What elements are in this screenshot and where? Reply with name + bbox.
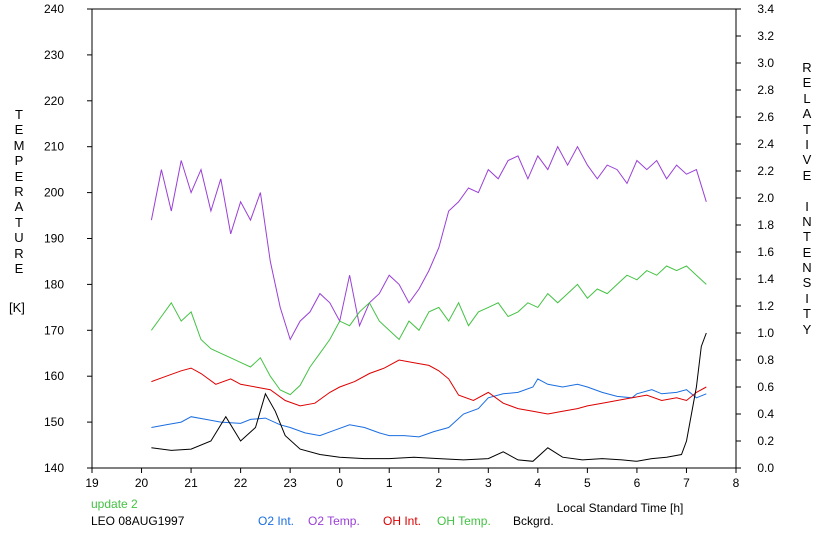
axis-label-char: E <box>14 260 24 276</box>
series-line-oh-temp <box>150 265 707 396</box>
series-line-bckgrd <box>151 332 707 462</box>
left-tick-label: 160 <box>44 369 64 383</box>
right-tick-label: 2.2 <box>757 164 774 178</box>
x-tick-label: 21 <box>184 476 198 490</box>
x-tick-label: 4 <box>535 476 542 490</box>
axis-label-char: P <box>14 153 24 169</box>
axis-label-char: N <box>802 260 812 276</box>
axis-label-char: T <box>803 229 811 245</box>
left-tick-label: 210 <box>44 140 64 154</box>
left-tick-label: 200 <box>44 186 64 200</box>
legend-item-bckgrd: Bckgrd. <box>513 514 554 528</box>
right-tick-label: 0.2 <box>757 434 774 448</box>
axis-label-char: A <box>14 199 24 215</box>
legend-item-oh-temp: OH Temp. <box>437 514 491 528</box>
x-tick-label: 5 <box>584 476 591 490</box>
right-tick-label: 1.2 <box>757 299 774 313</box>
axis-label-char: Y <box>802 321 812 337</box>
x-tick-label: 7 <box>683 476 690 490</box>
left-tick-label: 150 <box>44 415 64 429</box>
axis-label-char: A <box>802 106 812 122</box>
axis-label-char: T <box>15 214 23 230</box>
x-tick-label: 20 <box>135 476 149 490</box>
axis-label-char <box>799 183 815 198</box>
axis-label-char: E <box>802 75 812 91</box>
right-tick-label: 1.4 <box>757 272 774 286</box>
plot-frame <box>91 8 737 469</box>
axis-label-char: T <box>803 121 811 137</box>
left-tick-label: 190 <box>44 232 64 246</box>
left-tick-label: 240 <box>44 2 64 16</box>
right-tick-label: 2.6 <box>757 110 774 124</box>
x-tick-label: 8 <box>733 476 740 490</box>
x-tick-label: 6 <box>634 476 641 490</box>
right-tick-label: 3.4 <box>757 2 774 16</box>
axis-label-char: R <box>14 245 24 261</box>
left-axis-unit: [K] <box>9 300 25 315</box>
legend-item-o2-int: O2 Int. <box>258 514 294 528</box>
axis-label-char: E <box>802 244 812 260</box>
x-tick-label: 0 <box>336 476 343 490</box>
right-tick-label: 1.8 <box>757 218 774 232</box>
update-label: update 2 <box>91 497 138 511</box>
left-tick-label: 180 <box>44 277 64 291</box>
x-tick-label: 2 <box>435 476 442 490</box>
legend-item-oh-int: OH Int. <box>383 514 421 528</box>
left-tick-label: 220 <box>44 94 64 108</box>
axis-label-char: E <box>14 168 24 184</box>
series-line-o2-int <box>151 378 707 438</box>
left-tick-label: 230 <box>44 48 64 62</box>
axes-layer: 19 20 21 22 23 0 1 2 3 4 5 6 7 8140150160170180190200… <box>44 2 774 490</box>
right-tick-label: 1.0 <box>757 326 774 340</box>
right-tick-label: 2.8 <box>757 83 774 97</box>
x-tick-label: 19 <box>85 476 99 490</box>
x-tick-label: 23 <box>283 476 297 490</box>
axis-label-char: I <box>805 290 809 306</box>
axis-label-char: E <box>802 167 812 183</box>
axis-label-char: S <box>802 275 812 291</box>
axis-label-char: I <box>805 198 809 214</box>
station-date-label: LEO 08AUG1997 <box>91 514 185 528</box>
right-tick-label: 0.0 <box>757 461 774 475</box>
axis-label-char: V <box>802 152 812 168</box>
axis-label-char: L <box>803 90 811 106</box>
x-tick-label: 22 <box>234 476 248 490</box>
series-line-o2-temp <box>150 145 707 341</box>
right-tick-label: 0.4 <box>757 407 774 421</box>
x-tick-label: 1 <box>386 476 393 490</box>
left-axis-unit-text: [K] <box>9 300 25 315</box>
right-tick-label: 2.0 <box>757 191 774 205</box>
series-layer <box>150 145 707 462</box>
axis-label-char: I <box>805 136 809 152</box>
right-tick-label: 0.6 <box>757 380 774 394</box>
left-tick-label: 170 <box>44 323 64 337</box>
axis-label-char: N <box>802 213 812 229</box>
right-tick-label: 1.6 <box>757 245 774 259</box>
right-tick-label: 3.0 <box>757 56 774 70</box>
axis-label-char: E <box>14 122 24 138</box>
axis-label-char: T <box>803 306 811 322</box>
right-tick-label: 0.8 <box>757 353 774 367</box>
axis-label-char: M <box>13 137 25 153</box>
x-tick-label: 3 <box>485 476 492 490</box>
legend: O2 Int. O2 Temp. OH Int. OH Temp. Bckgrd. <box>258 514 554 528</box>
axis-label-char: T <box>15 107 23 122</box>
series-line-oh-int <box>151 359 707 415</box>
right-tick-label: 2.4 <box>757 137 774 151</box>
axis-label-char: R <box>802 60 812 75</box>
left-tick-label: 140 <box>44 461 64 475</box>
axis-label-char: R <box>14 183 24 199</box>
axis-label-char: U <box>14 230 24 246</box>
legend-item-o2-temp: O2 Temp. <box>308 514 360 528</box>
x-axis-label: Local Standard Time [h] <box>557 501 684 515</box>
right-tick-label: 3.2 <box>757 29 774 43</box>
